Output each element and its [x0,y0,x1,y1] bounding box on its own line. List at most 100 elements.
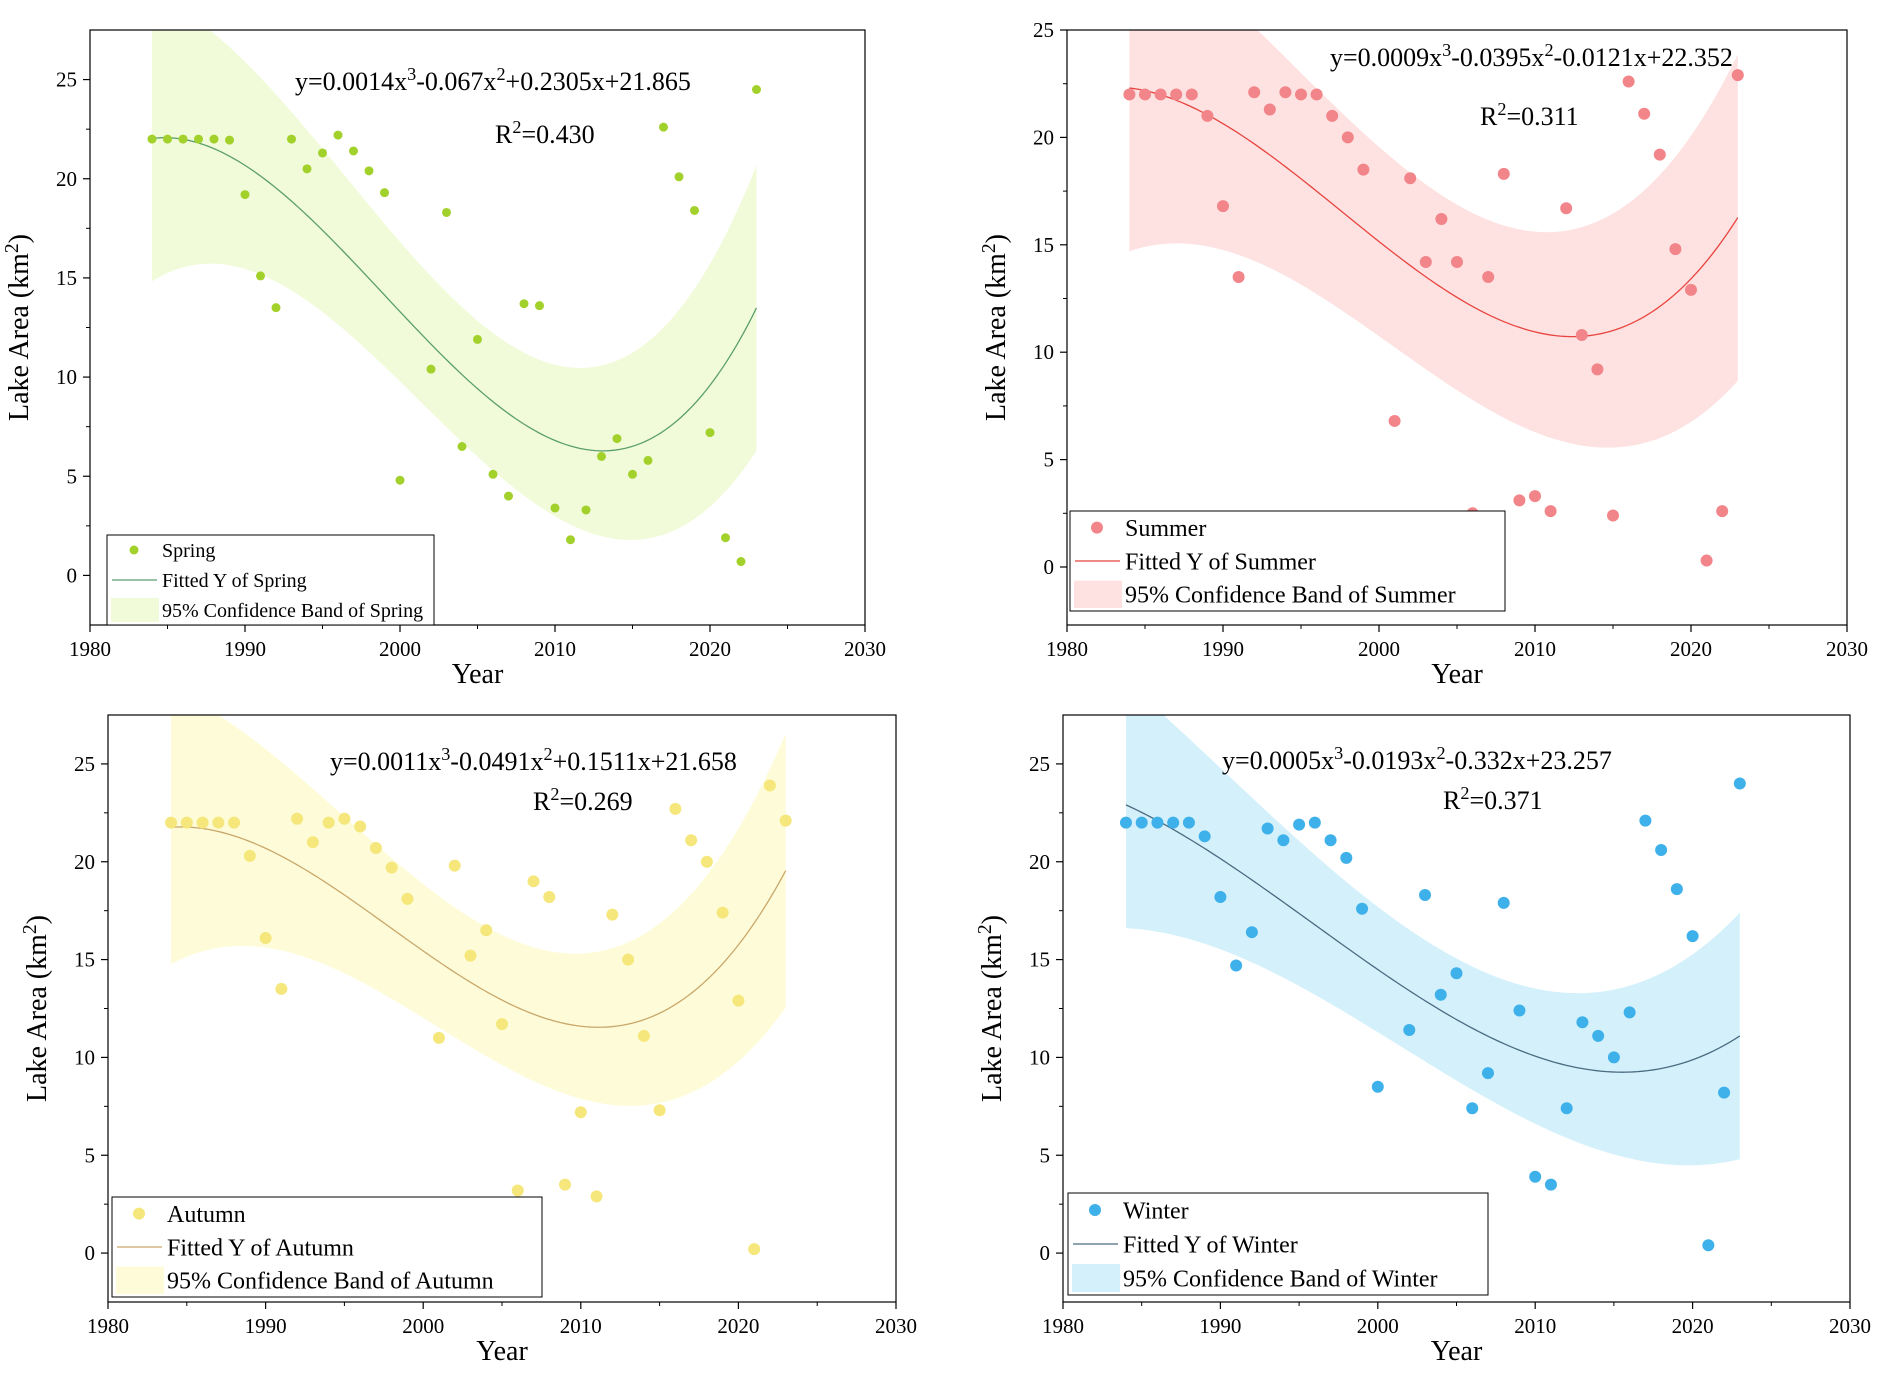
legend-label-fit: Fitted Y of Spring [162,570,307,592]
data-point [1326,109,1339,122]
y-tick-label: 20 [1033,125,1054,149]
data-point [194,134,203,144]
data-point [212,816,225,829]
data-point [1214,890,1227,903]
legend-label-points: Winter [1123,1198,1189,1224]
r-squared: R2=0.269 [533,784,633,816]
data-point [685,834,698,847]
data-point [180,816,193,829]
data-point [364,166,374,176]
fit-equation: y=0.0011x3-0.0491x2+0.1511x+21.658 [330,744,737,776]
data-point [1261,822,1274,835]
data-point [1607,509,1619,522]
legend-label-band: 95% Confidence Band of Spring [162,600,423,622]
fit-equation: y=0.0009x3-0.0395x2-0.0121x+22.352 [1330,40,1733,72]
data-point [306,836,319,849]
y-tick-label: 0 [85,1241,96,1265]
data-point [1592,1029,1605,1042]
data-point [1497,896,1510,909]
legend-box [1069,510,1506,612]
data-point [1731,69,1744,82]
data-point [228,816,241,829]
r-squared: R2=0.371 [1443,783,1543,815]
x-tick-label: 1990 [245,1314,287,1338]
x-tick-label: 2000 [1357,1314,1399,1338]
data-point [1450,967,1463,980]
data-point [1607,1051,1620,1064]
data-point [1653,148,1666,161]
legend-point-symbol [129,545,139,555]
x-tick-label: 2020 [689,637,731,661]
data-point [566,535,575,545]
legend-point-symbol [1089,1204,1101,1216]
x-tick-label: 2000 [402,1314,444,1338]
confidence-band [1129,30,1738,448]
data-point [659,122,668,132]
legend-box [111,1196,543,1298]
data-point [1434,988,1447,1001]
y-tick-label: 5 [1044,448,1055,472]
legend-point-symbol [1091,521,1103,534]
data-point [763,779,776,792]
data-point [581,505,591,515]
data-point [1513,494,1526,507]
data-point [597,451,606,461]
data-point [550,503,560,513]
chart-panel-winter: 1980 1990 2000 2010 2020 2030 0 5 10 15 20 25 Year La… [975,714,1871,1367]
data-point [1529,1170,1542,1183]
data-point [1119,816,1132,829]
x-tick-label: 2030 [844,637,886,661]
data-point [480,924,493,937]
data-point [1575,329,1588,342]
data-point [752,85,761,94]
legend-band-symbol [111,598,159,622]
data-point [1135,816,1148,829]
data-point [736,557,746,567]
data-point [488,469,498,479]
data-point [606,908,619,921]
data-point [457,442,467,451]
y-axis-label: Lake Area (km2) [20,915,54,1102]
data-point [1167,816,1180,829]
data-point [1560,1102,1573,1115]
data-point [209,134,219,144]
data-point [1702,1239,1715,1252]
data-point [1638,107,1651,120]
x-axis-label: Year [1431,1336,1483,1367]
confidence-band [171,715,786,1106]
data-point [256,271,265,281]
data-point [1324,834,1337,847]
data-point [705,428,715,438]
data-point [1497,167,1510,180]
x-tick-label: 1990 [1202,637,1244,661]
data-point [291,812,304,825]
x-tick-label: 2020 [717,1314,759,1338]
data-point [1544,1178,1557,1191]
data-point [243,849,256,862]
data-point [1154,88,1167,101]
x-tick-label: 1980 [87,1314,129,1338]
data-point [1248,86,1261,99]
data-point [395,475,405,485]
x-tick-label: 1990 [224,637,266,661]
x-tick-label: 2000 [1358,637,1400,661]
data-point [674,172,684,182]
data-point [1340,851,1353,864]
data-point [275,982,288,995]
data-point [1263,103,1276,116]
x-tick-label: 2010 [560,1314,602,1338]
x-tick-label: 1980 [1042,1314,1084,1338]
x-tick-label: 1980 [1046,637,1088,661]
y-axis-label: Lake Area (km2) [2,234,36,421]
y-tick-label: 20 [1029,850,1050,874]
x-tick-label: 1980 [69,637,111,661]
y-tick-label: 15 [1029,948,1050,972]
legend-label-fit: Fitted Y of Autumn [167,1235,354,1261]
data-point [653,1104,666,1117]
data-point [1685,283,1697,296]
x-tick-label: 2020 [1670,637,1712,661]
data-point [669,802,682,815]
data-point [271,303,281,313]
y-tick-label: 20 [56,167,77,191]
y-tick-label: 0 [1044,555,1055,579]
